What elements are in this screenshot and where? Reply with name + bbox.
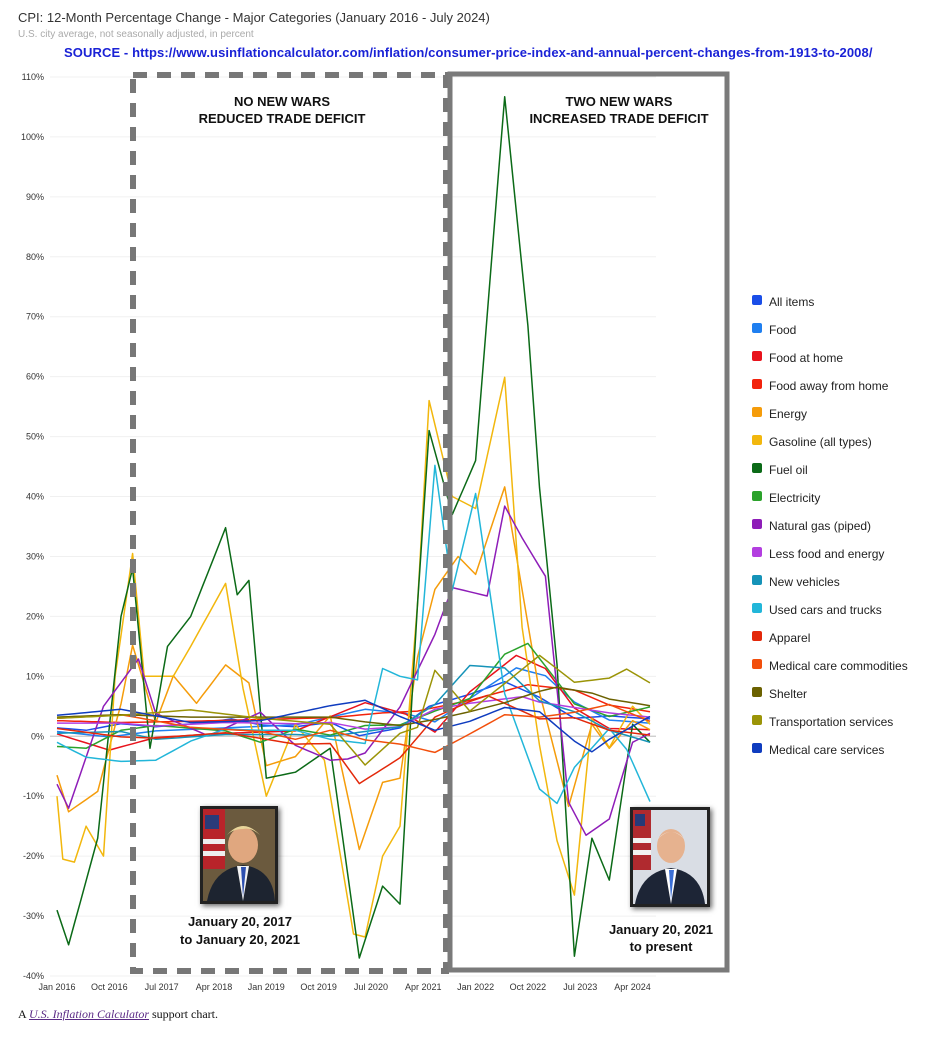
left-caption-line-1: January 20, 2017 [188,914,292,929]
legend-swatch [752,631,762,641]
left-heading-line-1: NO NEW WARS [234,94,330,109]
left-heading-line-2: REDUCED TRADE DEFICIT [199,111,366,126]
legend-label: Used cars and trucks [769,603,882,617]
legend-swatch [752,407,762,417]
legend-swatch [752,379,762,389]
legend-swatch [752,463,762,473]
legend-label: Food at home [769,351,844,365]
x-tick-label: Jan 2022 [457,982,494,992]
series-line-apparel [56,694,651,785]
x-axis-ticks: Jan 2016 Oct 2016 Jul 2017 Apr 2018 Jan 2019… [38,982,650,992]
legend-label: Less food and energy [769,547,885,561]
left-portrait-photo [200,806,278,904]
legend-swatch [752,295,762,305]
footer-credit: A U.S. Inflation Calculator support char… [18,1007,218,1022]
y-tick-label: 100% [21,132,44,142]
series-line-gasoline-all-types [56,376,651,938]
chart-subtitle: U.S. city average, not seasonally adjust… [18,29,254,40]
x-tick-label: Jul 2023 [563,982,597,992]
series-line-used-cars-and-trucks [56,464,651,805]
series-line-new-vehicles [56,664,651,744]
legend-label: Transportation services [769,715,894,729]
x-tick-label: Jan 2019 [248,982,285,992]
y-tick-label: 10% [26,671,44,681]
legend-swatch [752,715,762,725]
legend-swatch [752,687,762,697]
series-line-medical-care-services [56,699,651,753]
legend-swatch [752,575,762,585]
series-lines [56,96,651,959]
x-tick-label: Oct 2022 [510,982,547,992]
y-tick-label: 80% [26,252,44,262]
x-tick-label: Jul 2017 [145,982,179,992]
footer-suffix: support chart. [152,1007,218,1021]
right-heading-line-2: INCREASED TRADE DEFICIT [529,111,708,126]
y-tick-label: 90% [26,192,44,202]
left-period-box [130,72,449,974]
legend-label: Shelter [769,687,808,701]
legend-label: New vehicles [769,575,840,589]
series-line-transportation-services [56,654,651,766]
x-tick-label: Apr 2024 [614,982,651,992]
legend-label: Fuel oil [769,463,808,477]
x-tick-label: Oct 2016 [91,982,128,992]
right-caption-line-2: to present [630,939,694,954]
gridlines [50,76,656,977]
legend-swatch [752,743,762,753]
y-axis-ticks: -40% -30% -20% -10% 0% 10% 20% 30% 40% 50% 60% 70% 8… [21,72,44,981]
x-tick-label: Apr 2021 [405,982,442,992]
legend-swatch [752,435,762,445]
y-tick-label: 0% [31,731,44,741]
y-tick-label: 110% [22,72,44,82]
y-tick-label: -10% [23,791,44,801]
y-tick-label: -20% [23,851,44,861]
right-caption-line-1: January 20, 2021 [609,922,713,937]
x-tick-label: Jul 2020 [354,982,388,992]
x-tick-label: Jan 2016 [38,982,75,992]
legend-swatch [752,491,762,501]
legend-swatch [752,351,762,361]
right-heading-line-1: TWO NEW WARS [566,94,673,109]
series-line-fuel-oil [56,96,651,959]
series-line-food [56,667,651,738]
right-portrait-photo [630,807,710,907]
legend-swatch [752,547,762,557]
legend-label: Medical care commodities [769,659,908,673]
legend-swatch [752,603,762,613]
source-link-text: SOURCE - https://www.usinflationcalculat… [64,45,873,60]
legend-label: Natural gas (piped) [769,519,872,533]
calculator-link[interactable]: U.S. Inflation Calculator [29,1007,150,1021]
chart-title: CPI: 12-Month Percentage Change - Major … [18,10,490,25]
footer-prefix: A [18,1007,27,1021]
series-line-medical-care-commodities [56,703,651,754]
y-tick-label: -30% [23,911,44,921]
series-line-natural-gas-piped [56,505,651,836]
series-line-energy [56,486,651,851]
x-tick-label: Apr 2018 [196,982,233,992]
y-tick-label: 20% [26,611,44,621]
legend-label: Apparel [769,631,811,645]
left-caption-line-2: to January 20, 2021 [180,932,300,947]
legend-label: Medical care services [769,743,885,757]
legend-label: Electricity [769,491,821,505]
y-tick-label: 30% [26,551,44,561]
legend-label: Food [769,323,797,337]
x-tick-label: Oct 2019 [300,982,337,992]
legend-swatch [752,519,762,529]
legend-swatch [752,323,762,333]
y-tick-label: 40% [26,492,44,502]
y-tick-label: 60% [26,372,44,382]
right-period-box [447,71,730,973]
y-tick-label: -40% [23,971,44,981]
chart-canvas: -40% -30% -20% -10% 0% 10% 20% 30% 40% 50% 60% 70% 8… [21,71,730,992]
legend-label: Food away from home [769,379,889,393]
legend-swatch [752,659,762,669]
legend-label: Gasoline (all types) [769,435,872,449]
y-tick-label: 70% [26,312,44,322]
legend-label: Energy [769,407,808,421]
y-tick-label: 50% [26,432,44,442]
legend-label: All items [769,295,815,309]
